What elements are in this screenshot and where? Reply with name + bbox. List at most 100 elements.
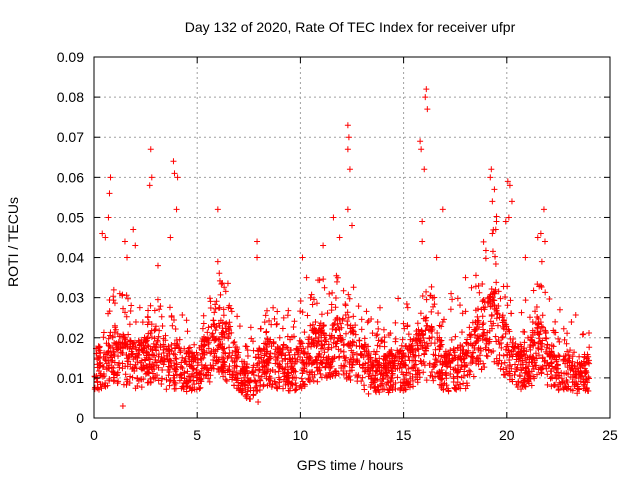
data-point	[151, 307, 158, 314]
data-point	[414, 320, 421, 327]
data-point	[264, 359, 271, 366]
data-point	[153, 347, 160, 354]
data-point	[335, 371, 342, 378]
data-point	[210, 317, 217, 324]
data-point	[524, 334, 531, 341]
data-point	[165, 363, 172, 370]
data-point	[514, 343, 521, 350]
data-point	[493, 308, 500, 315]
data-point	[213, 335, 220, 342]
data-point	[146, 182, 153, 189]
data-point	[467, 368, 474, 375]
data-point	[480, 304, 487, 311]
data-point	[490, 320, 497, 327]
data-point	[292, 380, 299, 387]
data-point	[521, 375, 528, 382]
data-point	[276, 364, 283, 371]
data-point	[577, 364, 584, 371]
data-point	[320, 323, 327, 330]
data-point	[166, 382, 173, 389]
data-point	[139, 319, 146, 326]
data-point	[307, 294, 314, 301]
data-point	[415, 346, 422, 353]
data-point	[314, 378, 321, 385]
data-point	[105, 214, 112, 221]
data-point	[323, 357, 330, 364]
data-point	[475, 282, 482, 289]
data-point	[459, 310, 466, 317]
data-point	[158, 313, 165, 320]
x-tick-label: 0	[90, 427, 98, 443]
data-point	[412, 336, 419, 343]
data-point	[540, 206, 547, 213]
data-point	[437, 358, 444, 365]
data-point	[148, 334, 155, 341]
data-point	[172, 325, 179, 332]
data-point	[264, 307, 271, 314]
data-point	[308, 291, 315, 298]
data-point	[287, 355, 294, 362]
data-point	[466, 332, 473, 339]
data-point	[187, 363, 194, 370]
data-point	[246, 395, 253, 402]
data-point	[334, 274, 341, 281]
data-point	[172, 344, 179, 351]
data-point	[254, 238, 261, 245]
data-point	[152, 344, 159, 351]
data-point	[212, 336, 219, 343]
data-point	[385, 366, 392, 373]
data-point	[575, 385, 582, 392]
data-point	[580, 330, 587, 337]
data-point	[514, 350, 521, 357]
data-point	[424, 322, 431, 329]
data-point	[297, 297, 304, 304]
data-point	[488, 313, 495, 320]
data-point	[361, 341, 368, 348]
data-point	[114, 371, 121, 378]
data-point	[383, 381, 390, 388]
data-point	[506, 370, 513, 377]
data-point	[325, 372, 332, 379]
data-point	[143, 338, 150, 345]
data-point	[344, 318, 351, 325]
data-point	[135, 337, 142, 344]
data-point	[528, 337, 535, 344]
data-point	[245, 384, 252, 391]
data-point	[297, 354, 304, 361]
data-point	[317, 370, 324, 377]
data-point	[291, 318, 298, 325]
data-point	[97, 353, 104, 360]
data-point	[199, 350, 206, 357]
chart-title: Day 132 of 2020, Rate Of TEC Index for r…	[185, 19, 516, 35]
data-point	[210, 346, 217, 353]
data-point	[217, 317, 224, 324]
data-point	[318, 345, 325, 352]
data-point	[499, 333, 506, 340]
data-point	[437, 338, 444, 345]
data-point	[443, 375, 450, 382]
data-point	[129, 364, 136, 371]
data-point	[160, 341, 167, 348]
data-point	[188, 362, 195, 369]
data-point	[482, 255, 489, 262]
data-point	[485, 299, 492, 306]
data-point	[583, 376, 590, 383]
data-point	[288, 334, 295, 341]
data-point	[275, 368, 282, 375]
data-point	[266, 317, 273, 324]
data-point	[310, 340, 317, 347]
data-point	[138, 346, 145, 353]
data-point	[243, 392, 250, 399]
data-point	[408, 342, 415, 349]
data-point	[218, 281, 225, 288]
data-point	[227, 323, 234, 330]
data-point	[405, 365, 412, 372]
data-point	[423, 340, 430, 347]
data-point	[473, 339, 480, 346]
data-point	[153, 362, 160, 369]
data-point	[245, 377, 252, 384]
data-point	[238, 377, 245, 384]
data-point	[431, 294, 438, 301]
data-point	[191, 381, 198, 388]
x-tick-label: 25	[602, 427, 618, 443]
